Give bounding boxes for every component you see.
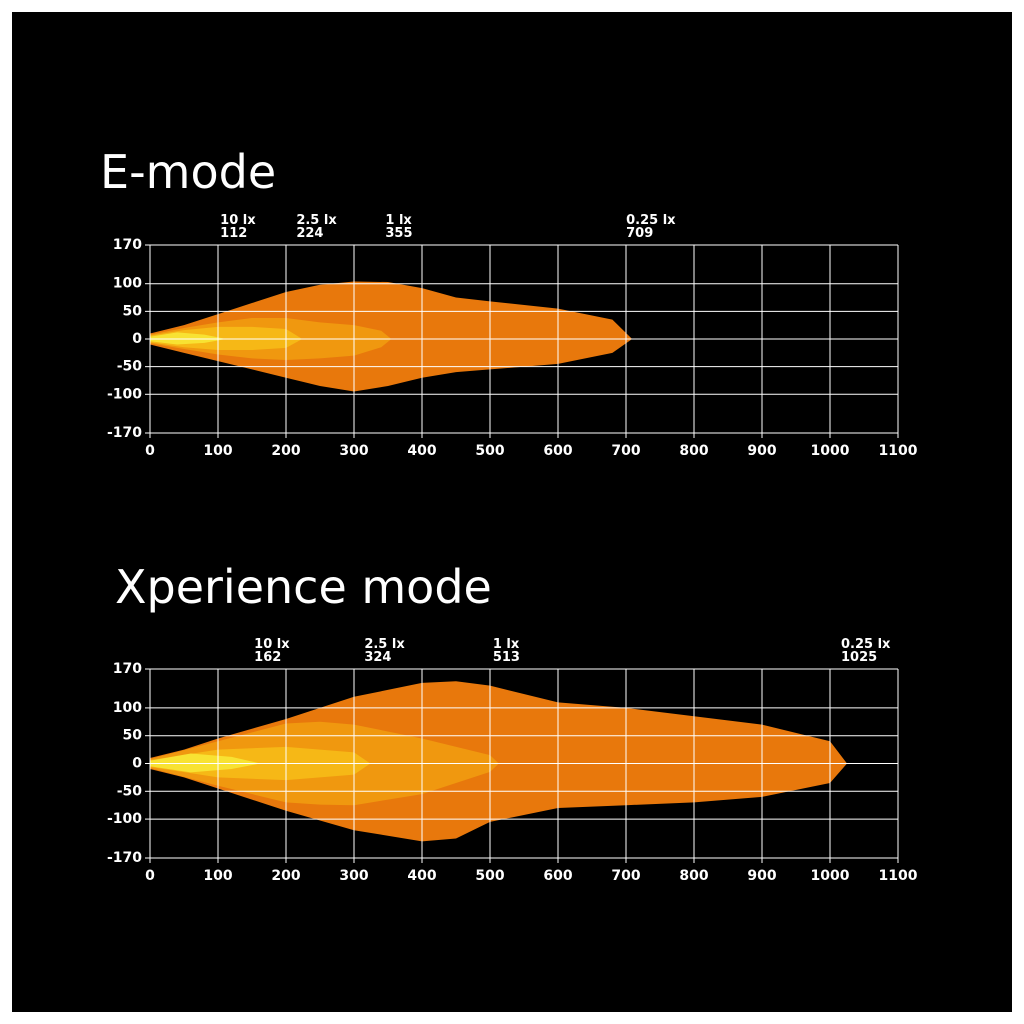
x-tick-label: 500: [475, 443, 504, 459]
reach-value: 324: [364, 650, 391, 665]
chart-title: E-mode: [100, 145, 276, 199]
x-tick-label: 1100: [879, 443, 918, 459]
reach-value: 112: [220, 226, 247, 241]
y-tick-label: -50: [117, 359, 143, 375]
x-tick-label: 200: [271, 868, 300, 884]
reach-label: 2.5 lx: [296, 213, 337, 228]
y-tick-label: 100: [113, 700, 142, 716]
x-tick-label: 1000: [811, 443, 850, 459]
beam-contour: [150, 332, 227, 345]
x-tick-label: 300: [339, 443, 368, 459]
x-tick-label: 100: [203, 443, 232, 459]
y-tick-label: 50: [123, 303, 143, 319]
x-tick-label: 800: [679, 443, 708, 459]
x-tick-label: 500: [475, 868, 504, 884]
reach-label: 0.25 lx: [626, 213, 676, 228]
x-tick-label: 900: [747, 443, 776, 459]
x-tick-label: 200: [271, 443, 300, 459]
y-tick-label: -170: [107, 850, 142, 866]
reach-value: 224: [296, 226, 323, 241]
reach-label: 10 lx: [220, 213, 256, 228]
x-tick-label: 1000: [811, 868, 850, 884]
reach-value: 162: [254, 650, 281, 665]
y-tick-label: 50: [123, 728, 143, 744]
x-tick-label: 300: [339, 868, 368, 884]
y-tick-label: 170: [113, 237, 142, 253]
x-tick-label: 400: [407, 868, 436, 884]
x-tick-label: 600: [543, 868, 572, 884]
reach-label: 0.25 lx: [841, 637, 891, 652]
beam-contour: [150, 326, 303, 351]
y-tick-label: -100: [107, 386, 142, 402]
reach-label: 2.5 lx: [364, 637, 405, 652]
x-tick-label: 600: [543, 443, 572, 459]
beam-contour: [150, 753, 261, 773]
reach-label: 1 lx: [385, 213, 412, 228]
x-tick-label: 0: [145, 868, 155, 884]
y-tick-label: 170: [113, 661, 142, 677]
reach-value: 709: [626, 226, 653, 241]
reach-label: 1 lx: [493, 637, 520, 652]
chart-title: Xperience mode: [115, 560, 492, 614]
x-tick-label: 1100: [879, 868, 918, 884]
y-tick-label: -170: [107, 425, 142, 441]
beam-contour: [150, 281, 633, 392]
x-tick-label: 0: [145, 443, 155, 459]
reach-value: 355: [385, 226, 412, 241]
y-tick-label: -50: [117, 783, 143, 799]
y-tick-label: 100: [113, 276, 142, 292]
x-tick-label: 100: [203, 868, 232, 884]
reach-value: 513: [493, 650, 520, 665]
reach-value: 1025: [841, 650, 877, 665]
x-tick-label: 800: [679, 868, 708, 884]
y-tick-label: -100: [107, 811, 142, 827]
background: [12, 12, 1012, 1012]
reach-label: 10 lx: [254, 637, 290, 652]
x-tick-label: 900: [747, 868, 776, 884]
x-tick-label: 400: [407, 443, 436, 459]
y-tick-label: 0: [132, 756, 142, 772]
y-tick-label: 0: [132, 331, 142, 347]
x-tick-label: 700: [611, 868, 640, 884]
x-tick-label: 700: [611, 443, 640, 459]
